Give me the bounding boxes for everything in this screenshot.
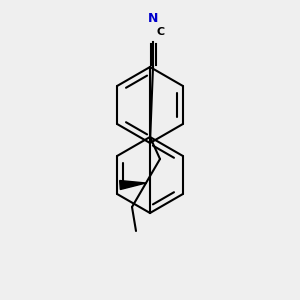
Text: N: N xyxy=(148,11,158,25)
Polygon shape xyxy=(120,181,146,190)
Text: C: C xyxy=(157,27,165,37)
